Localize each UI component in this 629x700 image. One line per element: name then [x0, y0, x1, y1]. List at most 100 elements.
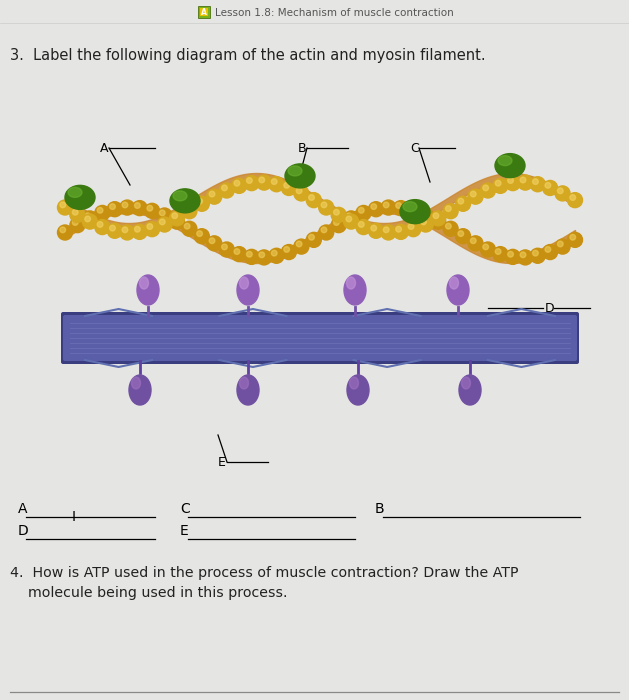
- Circle shape: [157, 208, 172, 223]
- Circle shape: [505, 249, 520, 265]
- Circle shape: [470, 238, 476, 244]
- Circle shape: [530, 248, 545, 263]
- Circle shape: [346, 216, 352, 222]
- Circle shape: [294, 186, 309, 201]
- Circle shape: [197, 231, 203, 237]
- Ellipse shape: [131, 377, 140, 389]
- Circle shape: [557, 241, 563, 247]
- Ellipse shape: [237, 275, 259, 305]
- Circle shape: [533, 178, 538, 185]
- Circle shape: [545, 183, 551, 188]
- Circle shape: [72, 220, 78, 225]
- Circle shape: [470, 191, 476, 197]
- Ellipse shape: [462, 377, 470, 389]
- Circle shape: [234, 181, 240, 186]
- Ellipse shape: [347, 277, 355, 289]
- Circle shape: [72, 209, 78, 215]
- Circle shape: [271, 251, 277, 256]
- Circle shape: [172, 216, 177, 222]
- Circle shape: [159, 210, 165, 216]
- Circle shape: [309, 195, 314, 200]
- Circle shape: [431, 214, 446, 229]
- Text: B: B: [375, 502, 384, 516]
- Ellipse shape: [140, 277, 148, 289]
- Circle shape: [132, 225, 147, 239]
- Circle shape: [356, 220, 371, 235]
- Ellipse shape: [170, 189, 200, 213]
- Circle shape: [207, 236, 222, 251]
- Circle shape: [209, 238, 215, 244]
- Circle shape: [209, 191, 215, 197]
- Circle shape: [408, 224, 414, 230]
- Circle shape: [343, 211, 359, 226]
- Circle shape: [393, 225, 408, 239]
- Circle shape: [333, 220, 339, 225]
- Circle shape: [567, 193, 582, 208]
- Circle shape: [120, 225, 135, 240]
- Circle shape: [169, 214, 184, 229]
- Circle shape: [321, 227, 327, 232]
- Circle shape: [194, 196, 209, 211]
- Circle shape: [207, 189, 222, 204]
- Circle shape: [244, 249, 259, 265]
- Ellipse shape: [173, 191, 187, 201]
- Text: Lesson 1.8: Mechanism of muscle contraction: Lesson 1.8: Mechanism of muscle contract…: [215, 8, 454, 18]
- Circle shape: [543, 181, 558, 195]
- Circle shape: [257, 175, 272, 190]
- Circle shape: [508, 178, 513, 183]
- Circle shape: [271, 178, 277, 185]
- Text: B: B: [298, 141, 306, 155]
- Circle shape: [356, 206, 371, 220]
- Circle shape: [381, 225, 396, 240]
- Circle shape: [244, 176, 259, 190]
- Circle shape: [408, 205, 414, 211]
- Circle shape: [184, 206, 190, 211]
- Circle shape: [443, 221, 458, 237]
- Circle shape: [108, 223, 122, 238]
- Circle shape: [60, 227, 65, 232]
- Circle shape: [433, 213, 439, 218]
- Circle shape: [508, 251, 513, 257]
- Circle shape: [70, 218, 85, 232]
- Text: molecule being used in this process.: molecule being used in this process.: [10, 586, 287, 600]
- Circle shape: [567, 232, 582, 247]
- Text: C: C: [410, 141, 419, 155]
- Circle shape: [458, 198, 464, 204]
- Circle shape: [159, 219, 165, 225]
- Circle shape: [281, 244, 296, 260]
- Circle shape: [259, 177, 265, 183]
- Circle shape: [85, 213, 91, 218]
- Circle shape: [319, 200, 334, 215]
- Circle shape: [135, 226, 140, 232]
- Circle shape: [530, 176, 545, 192]
- Circle shape: [495, 181, 501, 186]
- Circle shape: [570, 234, 576, 240]
- Text: A: A: [18, 502, 28, 516]
- Text: 4.  How is ATP used in the process of muscle contraction? Draw the ATP: 4. How is ATP used in the process of mus…: [10, 566, 518, 580]
- Ellipse shape: [285, 164, 315, 188]
- Circle shape: [169, 211, 184, 226]
- Circle shape: [421, 210, 426, 216]
- Circle shape: [481, 242, 496, 257]
- Circle shape: [555, 186, 570, 201]
- Circle shape: [147, 224, 153, 230]
- Text: A: A: [201, 8, 207, 17]
- Circle shape: [221, 244, 227, 250]
- Ellipse shape: [137, 275, 159, 305]
- Circle shape: [97, 207, 103, 214]
- Ellipse shape: [447, 275, 469, 305]
- Circle shape: [257, 250, 272, 265]
- Circle shape: [259, 252, 265, 258]
- Circle shape: [483, 244, 489, 250]
- Ellipse shape: [288, 166, 302, 176]
- Ellipse shape: [240, 377, 248, 389]
- Circle shape: [284, 246, 289, 252]
- Circle shape: [493, 246, 508, 262]
- Circle shape: [520, 177, 526, 183]
- Ellipse shape: [129, 375, 151, 405]
- Circle shape: [247, 178, 252, 183]
- Circle shape: [145, 203, 160, 218]
- Circle shape: [122, 227, 128, 232]
- Ellipse shape: [450, 277, 459, 289]
- Circle shape: [481, 183, 496, 198]
